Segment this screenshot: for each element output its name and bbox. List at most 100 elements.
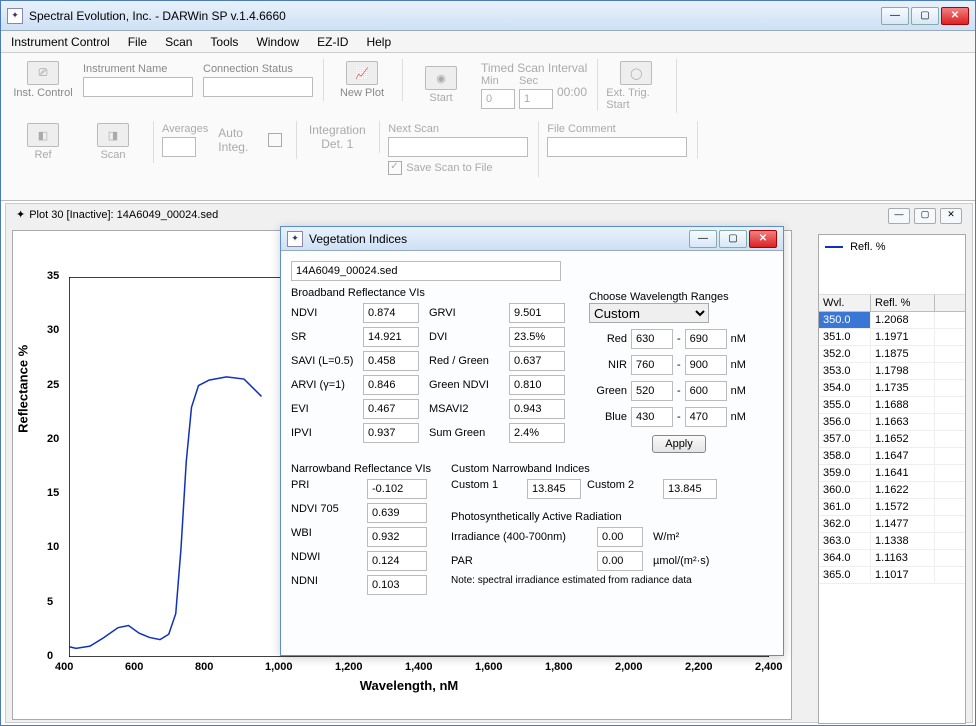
table-row[interactable]: 351.01.1971 bbox=[819, 329, 965, 346]
bb-value[interactable] bbox=[509, 399, 565, 419]
par-label: Irradiance (400-700nm) bbox=[451, 531, 591, 543]
bb-value[interactable] bbox=[363, 327, 419, 347]
nb-value[interactable] bbox=[367, 527, 427, 547]
connection-status-field: Connection Status bbox=[203, 63, 313, 97]
menu-ez-id[interactable]: EZ-ID bbox=[317, 35, 348, 49]
menu-window[interactable]: Window bbox=[256, 35, 299, 49]
next-scan-input[interactable] bbox=[388, 137, 528, 157]
table-row[interactable]: 355.01.1688 bbox=[819, 397, 965, 414]
y-tick: 35 bbox=[47, 270, 59, 282]
menu-tools[interactable]: Tools bbox=[210, 35, 238, 49]
range-lo-input[interactable] bbox=[631, 329, 673, 349]
y-tick: 0 bbox=[47, 650, 53, 662]
bb-value[interactable] bbox=[363, 351, 419, 371]
narrowband-header: Narrowband Reflectance VIs bbox=[291, 463, 431, 475]
instrument-icon: ⎚ bbox=[27, 61, 59, 85]
x-axis-label: Wavelength, nM bbox=[360, 678, 458, 693]
table-row[interactable]: 364.01.1163 bbox=[819, 550, 965, 567]
y-tick: 15 bbox=[47, 487, 59, 499]
x-tick: 1,400 bbox=[405, 661, 433, 673]
apply-button[interactable]: Apply bbox=[652, 435, 706, 453]
table-row[interactable]: 356.01.1663 bbox=[819, 414, 965, 431]
range-hi-input[interactable] bbox=[685, 407, 727, 427]
vi-file-input[interactable] bbox=[291, 261, 561, 281]
table-row[interactable]: 353.01.1798 bbox=[819, 363, 965, 380]
custom-value[interactable] bbox=[663, 479, 717, 499]
instrument-name-field: Instrument Name bbox=[83, 63, 193, 97]
table-row[interactable]: 365.01.1017 bbox=[819, 567, 965, 584]
bb-value[interactable] bbox=[363, 375, 419, 395]
nb-value[interactable] bbox=[367, 575, 427, 595]
bb-value[interactable] bbox=[509, 327, 565, 347]
minimize-button[interactable]: — bbox=[881, 7, 909, 25]
table-row[interactable]: 352.01.1875 bbox=[819, 346, 965, 363]
custom-indices-header: Custom Narrowband Indices bbox=[451, 463, 773, 475]
par-value[interactable] bbox=[597, 527, 643, 547]
table-row[interactable]: 361.01.1572 bbox=[819, 499, 965, 516]
ref-button[interactable]: ◧Ref bbox=[13, 123, 73, 161]
ext-trig-button[interactable]: ◯ Ext. Trig. Start bbox=[606, 61, 666, 111]
vi-max-button[interactable]: ▢ bbox=[719, 230, 747, 248]
instrument-control-button[interactable]: ⎚ Inst. Control bbox=[13, 61, 73, 99]
table-row[interactable]: 354.01.1735 bbox=[819, 380, 965, 397]
par-value[interactable] bbox=[597, 551, 643, 571]
table-row[interactable]: 359.01.1641 bbox=[819, 465, 965, 482]
table-row[interactable]: 363.01.1338 bbox=[819, 533, 965, 550]
table-row[interactable]: 362.01.1477 bbox=[819, 516, 965, 533]
custom-value[interactable] bbox=[527, 479, 581, 499]
menu-instrument-control[interactable]: Instrument Control bbox=[11, 35, 110, 49]
range-lo-input[interactable] bbox=[631, 381, 673, 401]
menu-file[interactable]: File bbox=[128, 35, 147, 49]
nb-label: NDWI bbox=[291, 551, 361, 571]
par-unit: µmol/(m²·s) bbox=[653, 555, 723, 567]
plot-min-button[interactable]: — bbox=[888, 208, 910, 224]
bb-value[interactable] bbox=[509, 303, 565, 323]
bb-label: Red / Green bbox=[429, 355, 503, 367]
bb-label: IPVI bbox=[291, 427, 357, 439]
main-titlebar[interactable]: ✦ Spectral Evolution, Inc. - DARWin SP v… bbox=[1, 1, 975, 31]
menu-scan[interactable]: Scan bbox=[165, 35, 192, 49]
maximize-button[interactable]: ▢ bbox=[911, 7, 939, 25]
range-lo-input[interactable] bbox=[631, 407, 673, 427]
plot-close-button[interactable]: ✕ bbox=[940, 208, 962, 224]
table-row[interactable]: 358.01.1647 bbox=[819, 448, 965, 465]
range-hi-input[interactable] bbox=[685, 355, 727, 375]
nb-value[interactable] bbox=[367, 503, 427, 523]
bb-value[interactable] bbox=[509, 423, 565, 443]
bb-value[interactable] bbox=[509, 375, 565, 395]
bb-value[interactable] bbox=[363, 423, 419, 443]
close-button[interactable]: ✕ bbox=[941, 7, 969, 25]
nb-value[interactable] bbox=[367, 551, 427, 571]
table-row[interactable]: 357.01.1652 bbox=[819, 431, 965, 448]
data-grid-body[interactable]: 350.01.2068351.01.1971352.01.1875353.01.… bbox=[819, 312, 965, 716]
save-scan-check[interactable] bbox=[388, 161, 402, 175]
bb-value[interactable] bbox=[509, 351, 565, 371]
table-row[interactable]: 350.01.2068 bbox=[819, 312, 965, 329]
auto-integ-check[interactable] bbox=[268, 133, 282, 147]
wavelength-preset-select[interactable]: Custom bbox=[589, 303, 709, 323]
file-comment-input[interactable] bbox=[547, 137, 687, 157]
start-button[interactable]: ◉ Start bbox=[411, 66, 471, 104]
data-grid-header: Wvl. Refl. % bbox=[819, 295, 965, 312]
table-row[interactable]: 360.01.1622 bbox=[819, 482, 965, 499]
new-plot-button[interactable]: 📈 New Plot bbox=[332, 61, 392, 99]
x-tick: 1,200 bbox=[335, 661, 363, 673]
menu-help[interactable]: Help bbox=[366, 35, 391, 49]
averages-spinner[interactable] bbox=[162, 137, 196, 157]
range-lo-input[interactable] bbox=[631, 355, 673, 375]
vi-close-button[interactable]: ✕ bbox=[749, 230, 777, 248]
bb-value[interactable] bbox=[363, 303, 419, 323]
nb-value[interactable] bbox=[367, 479, 427, 499]
instrument-name-input[interactable] bbox=[83, 77, 193, 97]
sec-spinner[interactable] bbox=[519, 89, 553, 109]
vi-min-button[interactable]: — bbox=[689, 230, 717, 248]
x-tick: 1,600 bbox=[475, 661, 503, 673]
min-spinner[interactable] bbox=[481, 89, 515, 109]
scan-button[interactable]: ◨Scan bbox=[83, 123, 143, 161]
plot-max-button[interactable]: ▢ bbox=[914, 208, 936, 224]
vi-titlebar[interactable]: ✦ Vegetation Indices — ▢ ✕ bbox=[281, 227, 783, 251]
range-hi-input[interactable] bbox=[685, 381, 727, 401]
bb-label: DVI bbox=[429, 331, 503, 343]
range-hi-input[interactable] bbox=[685, 329, 727, 349]
bb-value[interactable] bbox=[363, 399, 419, 419]
